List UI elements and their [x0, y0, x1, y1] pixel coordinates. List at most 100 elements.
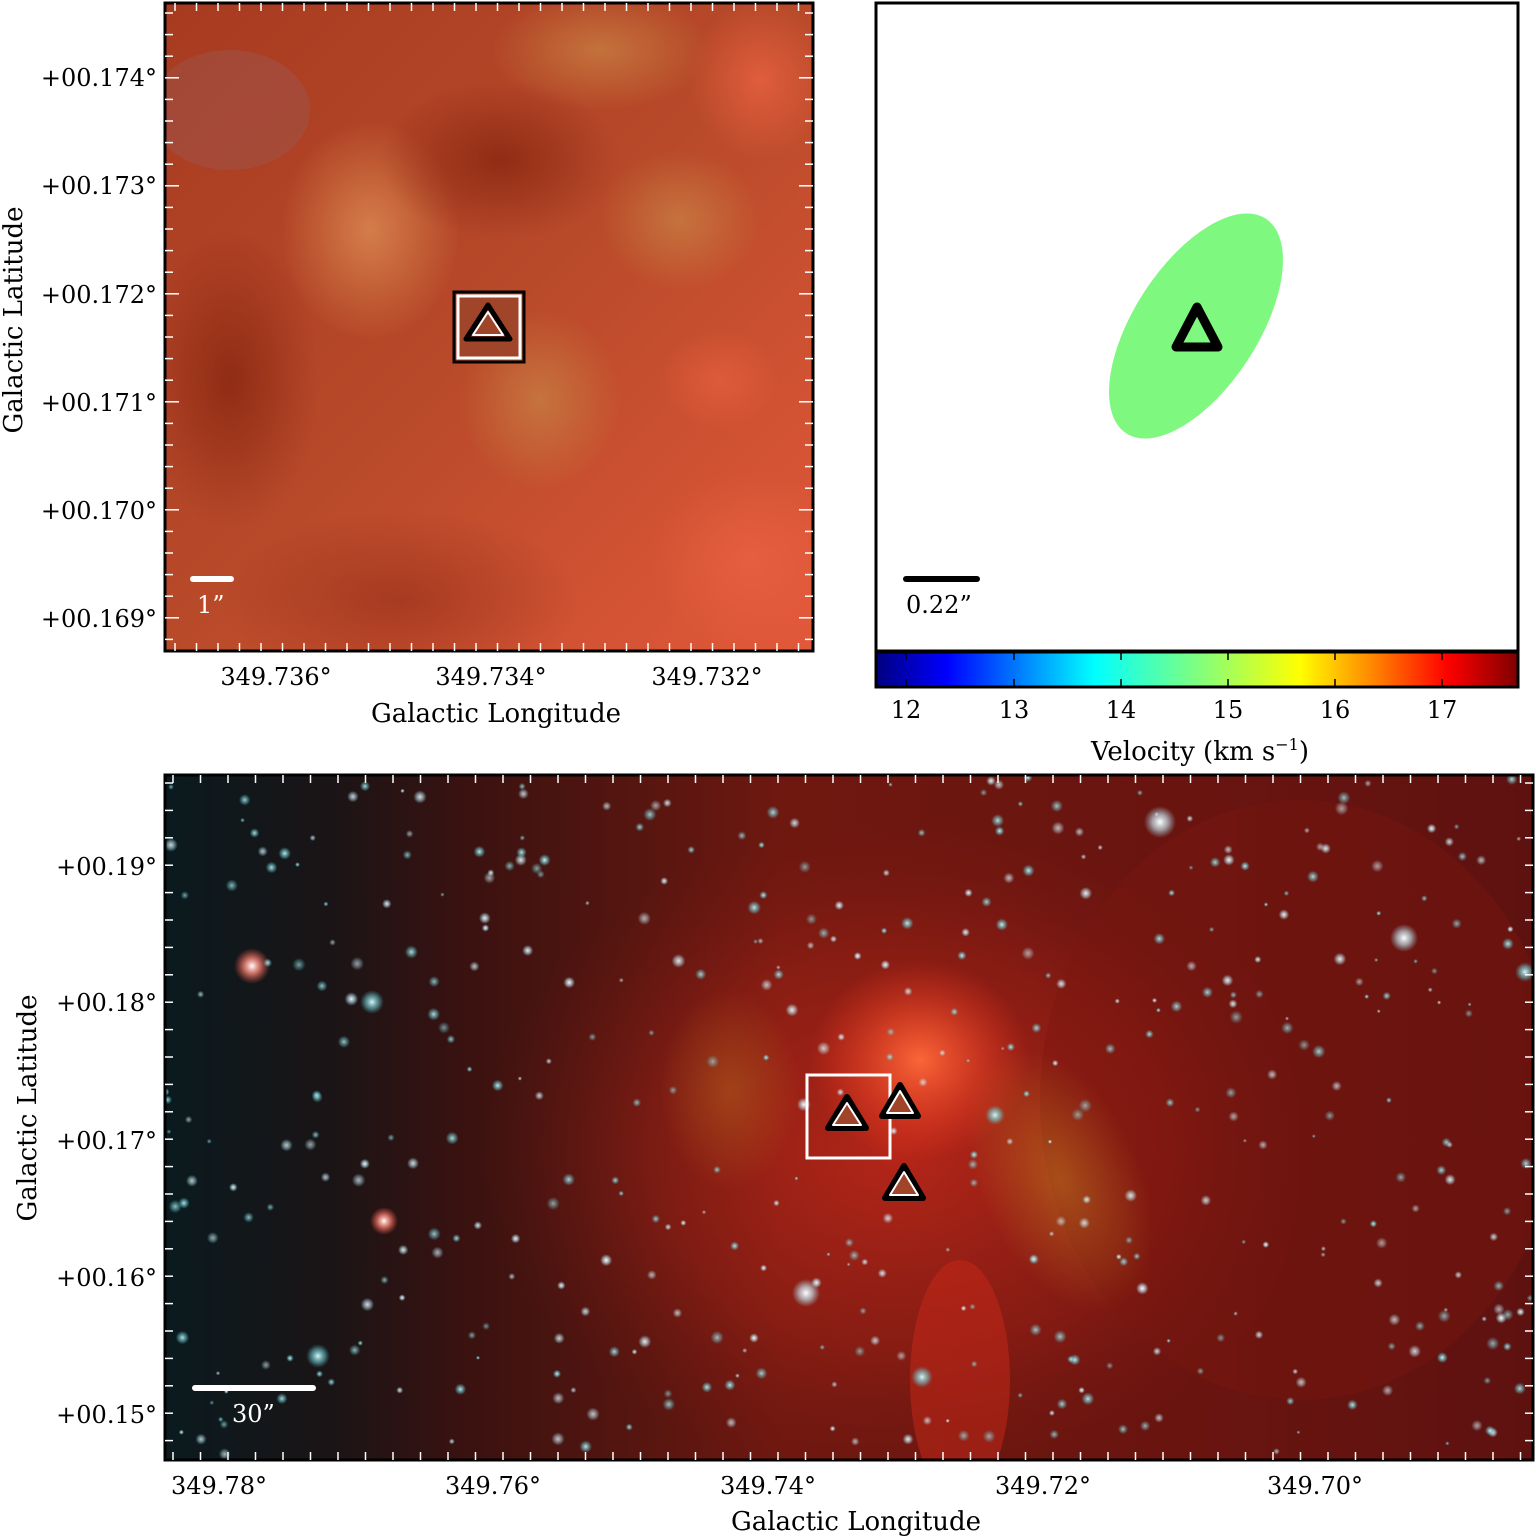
star [347, 790, 359, 803]
star [671, 953, 686, 968]
star [1223, 854, 1235, 866]
star [1241, 1239, 1247, 1245]
star [551, 1432, 565, 1446]
star [1471, 1419, 1483, 1432]
star [742, 1347, 748, 1354]
star [396, 1386, 404, 1394]
star [225, 879, 239, 892]
star [735, 1373, 740, 1379]
star [1340, 1218, 1347, 1225]
maser-triangle-marker [1171, 302, 1223, 352]
star [900, 916, 914, 930]
star [482, 1322, 491, 1331]
star [215, 1371, 221, 1376]
y-tick-label: +00.18° [56, 989, 157, 1017]
star [276, 1392, 288, 1405]
star [672, 1308, 683, 1318]
star [625, 1423, 633, 1431]
star [747, 900, 762, 915]
star [1115, 1253, 1122, 1260]
star [618, 977, 624, 983]
star [1233, 1311, 1238, 1316]
star [836, 1088, 845, 1096]
star [1354, 977, 1364, 987]
star [469, 961, 480, 972]
star [602, 801, 612, 811]
star [1513, 1382, 1526, 1395]
star [1049, 1429, 1060, 1440]
star [579, 1440, 593, 1453]
star [1454, 1271, 1463, 1279]
star [249, 828, 260, 838]
x-tick-label: 349.70° [1267, 1472, 1363, 1500]
star [837, 1033, 846, 1041]
star [517, 1076, 523, 1081]
star [1371, 859, 1384, 873]
star [960, 1305, 967, 1312]
star [1278, 909, 1290, 920]
star [1006, 1042, 1016, 1052]
star [1486, 1336, 1500, 1351]
star [969, 1178, 979, 1188]
star [1229, 1010, 1243, 1024]
star [1373, 1278, 1383, 1288]
star [725, 1417, 737, 1429]
bottom-panel: 30” 349.78° 349.76° 349.74° 349.72° 349.… [13, 773, 1535, 1537]
star [991, 813, 1005, 828]
star [1053, 1329, 1067, 1344]
star [1021, 946, 1035, 960]
star [1324, 1110, 1336, 1122]
star [1320, 1246, 1326, 1252]
star [178, 1197, 190, 1209]
star [664, 1223, 672, 1231]
star [546, 1196, 560, 1211]
star [359, 1158, 370, 1169]
bright-star [1390, 924, 1418, 952]
star [994, 826, 1005, 836]
star [1273, 1448, 1280, 1455]
star [1168, 889, 1176, 897]
star [1436, 1352, 1448, 1364]
star [1074, 827, 1085, 837]
star [1376, 910, 1382, 916]
star [585, 900, 590, 906]
star [643, 807, 657, 822]
star [327, 1378, 336, 1386]
bottom-image [165, 775, 1533, 1460]
star [829, 1425, 836, 1432]
star [437, 1021, 450, 1034]
star [400, 788, 405, 794]
star [1296, 1430, 1301, 1435]
star [1388, 1313, 1401, 1326]
star [861, 1258, 869, 1266]
star [1364, 994, 1370, 1000]
star [979, 788, 988, 797]
bright-star [360, 990, 384, 1014]
star [586, 1407, 600, 1421]
star [1056, 1398, 1068, 1410]
star [1240, 861, 1250, 871]
star [309, 834, 316, 842]
star [760, 978, 773, 991]
star [508, 1273, 516, 1280]
star [1483, 1376, 1492, 1385]
x-tick-label: 349.734° [435, 663, 546, 691]
star [662, 1397, 676, 1411]
star [218, 1448, 231, 1460]
star [478, 912, 491, 924]
star [882, 869, 890, 877]
star [631, 1348, 638, 1355]
maser-velocity-ellipse [1109, 213, 1283, 439]
star [1506, 775, 1518, 786]
star [886, 1027, 896, 1037]
star [1017, 1392, 1024, 1399]
star [323, 901, 329, 907]
y-tick-label: +00.171° [41, 389, 157, 417]
star [404, 945, 419, 959]
star [1051, 821, 1065, 835]
star [348, 1344, 361, 1356]
star [431, 1246, 444, 1259]
top-left-minor-ticks [165, 3, 813, 651]
star [1507, 926, 1514, 933]
star [1464, 1009, 1474, 1018]
